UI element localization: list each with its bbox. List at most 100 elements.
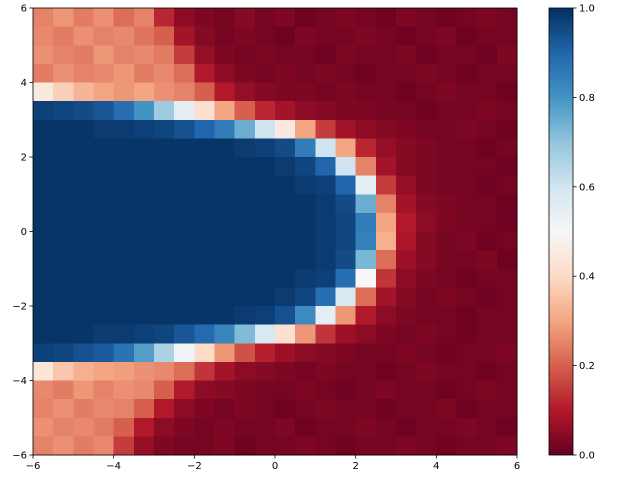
heatmap-cell [53,287,74,307]
heatmap-cell [194,231,215,251]
heatmap-cell [335,436,357,456]
heatmap-cell [53,119,74,139]
heatmap-cell [174,26,195,46]
heatmap-cell [113,361,135,381]
heatmap-cell [476,119,498,139]
heatmap-cell [355,26,377,46]
heatmap-cell [496,8,518,28]
heatmap-cell [335,157,357,177]
heatmap-cell [456,119,478,139]
heatmap-cell [214,436,236,456]
heatmap-cell [154,436,175,456]
heatmap-cell [194,268,215,288]
heatmap-cell [33,287,54,307]
heatmap-cell [174,82,195,102]
heatmap-cell [53,82,74,102]
heatmap-cell [436,343,457,363]
x-tick-label: 2 [352,461,358,472]
heatmap-cell [53,63,74,83]
heatmap-cell [33,101,54,121]
heatmap-cell [335,63,357,83]
heatmap-cell [315,268,336,288]
heatmap-cell [396,324,417,344]
heatmap-cell [355,399,377,419]
heatmap-cell [214,306,236,326]
heatmap-cell [214,399,236,419]
heatmap-cell [194,45,215,65]
heatmap-cell [476,82,498,102]
heatmap-cell [93,324,115,344]
heatmap-cell [93,175,115,195]
heatmap-cell [33,380,54,400]
heatmap-cell [456,361,478,381]
heatmap-cell [133,436,155,456]
heatmap-cell [375,194,397,214]
heatmap-cell [295,306,316,326]
heatmap-cell [355,45,377,65]
heatmap-cell [375,250,397,270]
heatmap-cell [113,250,135,270]
heatmap-cell [295,250,316,270]
heatmap-cell [355,82,377,102]
heatmap-cell [133,287,155,307]
heatmap-cell [174,287,195,307]
heatmap-cell [476,306,498,326]
heatmap-cell [416,268,437,288]
heatmap-cell [315,361,336,381]
heatmap-cell [476,361,498,381]
heatmap-cell [456,157,478,177]
heatmap-cell [436,250,457,270]
heatmap-cell [194,63,215,83]
heatmap-cell [53,417,74,437]
heatmap-cell [53,306,74,326]
heatmap-cell [214,268,236,288]
heatmap-cell [275,324,296,344]
colorbar-tick-label: 0.4 [579,272,595,283]
heatmap-cell [154,324,175,344]
heatmap-cell [416,26,437,46]
heatmap-cell [416,138,437,158]
heatmap-cell [234,194,256,214]
heatmap-cell [295,63,316,83]
heatmap-cell [436,417,457,437]
heatmap-cell [476,26,498,46]
heatmap-cell [154,45,175,65]
heatmap-cell [375,399,397,419]
heatmap-cell [254,8,276,28]
heatmap-cell [476,194,498,214]
heatmap-cell [315,287,336,307]
heatmap-cell [476,175,498,195]
heatmap-cell [335,268,357,288]
heatmap-cell [295,8,316,28]
heatmap-cell [476,101,498,121]
heatmap-cell [234,380,256,400]
heatmap-cell [476,8,498,28]
heatmap-cell [133,175,155,195]
heatmap-cell [396,82,417,102]
heatmap-cell [355,212,377,232]
heatmap-cell [254,45,276,65]
heatmap-cell [33,268,54,288]
heatmap-cell [496,268,518,288]
heatmap-cell [436,63,457,83]
heatmap-cell [416,82,437,102]
heatmap-cell [436,194,457,214]
heatmap-cell [174,268,195,288]
heatmap-cell [254,417,276,437]
heatmap-cell [214,8,236,28]
heatmap-cell [315,45,336,65]
heatmap-cell [154,287,175,307]
heatmap-cell [133,306,155,326]
heatmap-cell [315,8,336,28]
heatmap-cell [436,324,457,344]
heatmap-cell [93,306,115,326]
heatmap-cell [73,287,94,307]
heatmap-cell [456,343,478,363]
heatmap-cell [335,380,357,400]
heatmap-cell [53,380,74,400]
heatmap-cell [53,26,74,46]
heatmap-cell [436,287,457,307]
heatmap-cell [214,194,236,214]
heatmap-cell [174,45,195,65]
heatmap-cell [275,194,296,214]
